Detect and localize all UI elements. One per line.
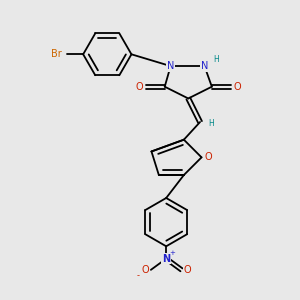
Text: N: N (167, 61, 174, 71)
Text: N: N (162, 254, 170, 264)
Text: Br: Br (51, 49, 62, 59)
Text: H: H (208, 119, 214, 128)
Text: N: N (201, 61, 208, 71)
Text: O: O (184, 265, 191, 275)
Text: +: + (170, 250, 176, 256)
Text: H: H (213, 55, 218, 64)
Text: O: O (141, 265, 149, 275)
Text: O: O (233, 82, 241, 92)
Text: O: O (136, 82, 143, 92)
Text: -: - (137, 271, 140, 280)
Text: O: O (204, 152, 212, 162)
